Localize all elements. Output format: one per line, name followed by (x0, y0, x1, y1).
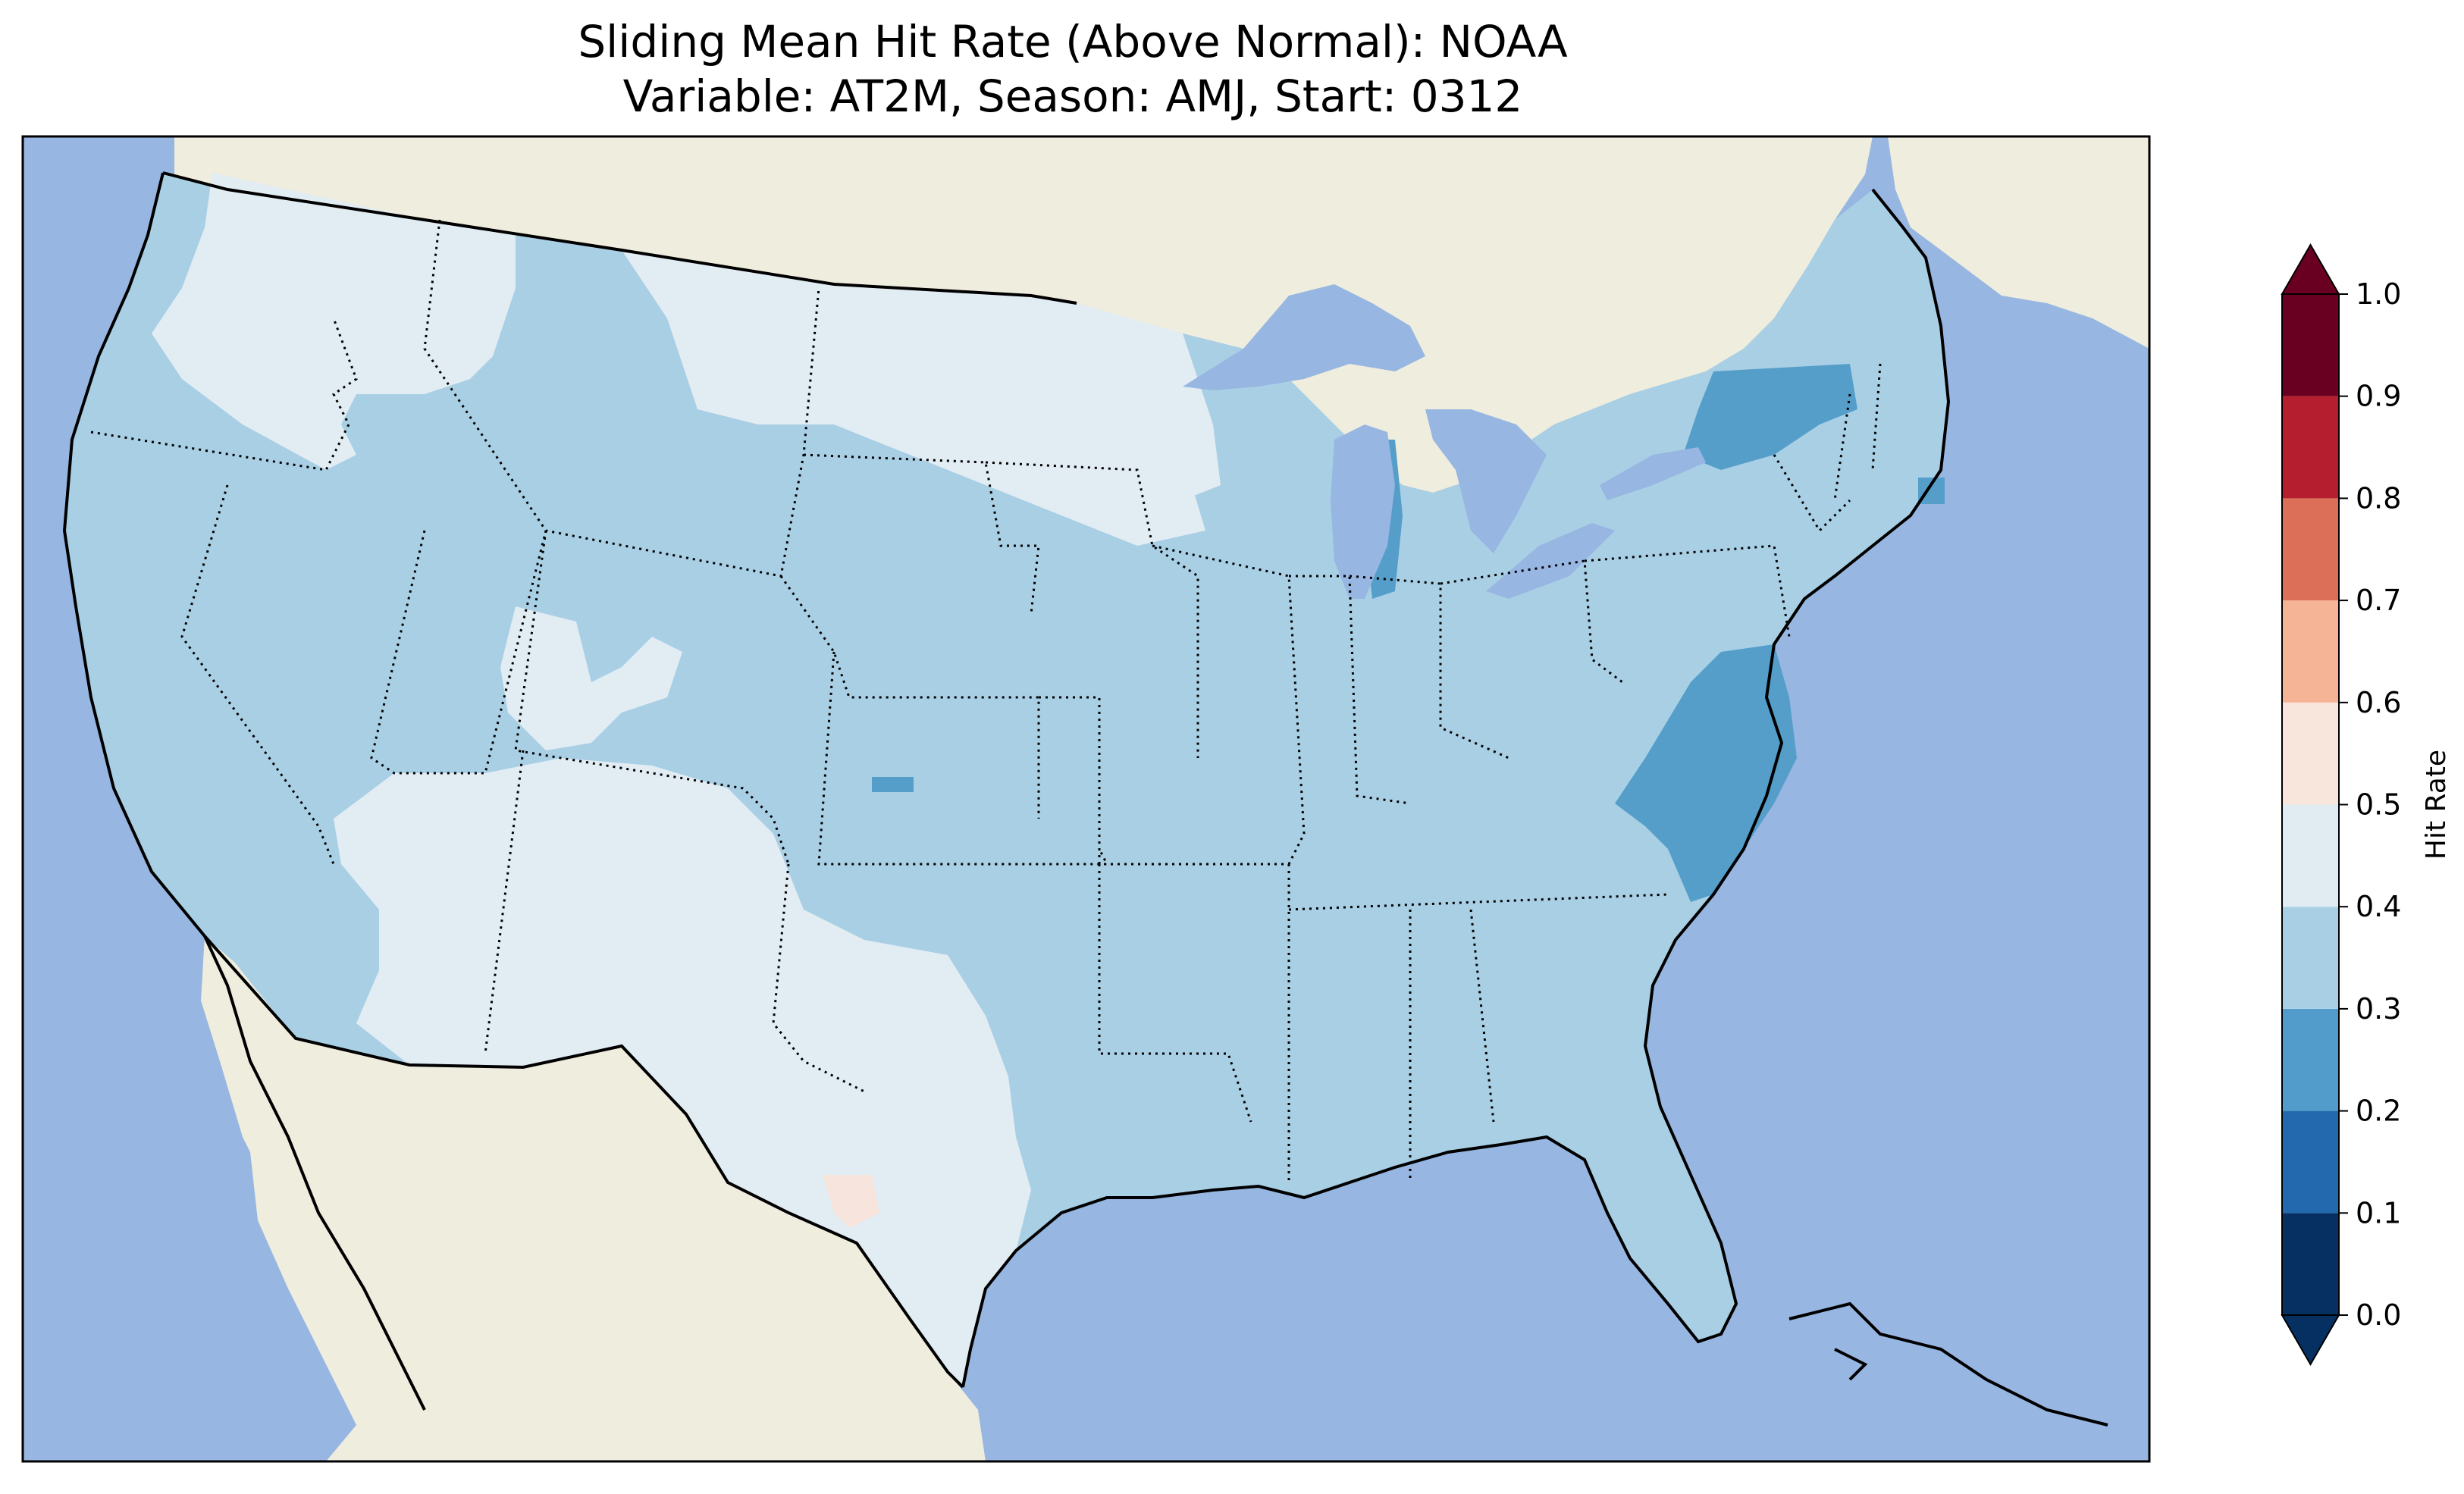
kansas-cell-0-2 (872, 777, 914, 792)
national-borders (162, 171, 1077, 1389)
lake-erie (1486, 523, 1615, 599)
canada-east-land (1888, 136, 2149, 349)
colorbar-tick-label: 0.4 (2356, 890, 2401, 923)
colorbar-bin-6 (2282, 600, 2339, 703)
northeast-region-0-2 (1683, 364, 1857, 470)
lake-superior (1183, 284, 1425, 390)
map-frame (21, 135, 2151, 1463)
minnesota-region-0-4 (1077, 303, 1221, 500)
virginia-region-0-2 (1615, 644, 1797, 902)
colorbar-bin-2 (2282, 1008, 2339, 1111)
map-subtitle: Variable: AT2M, Season: AMJ, Start: 0312 (622, 70, 1523, 122)
lake-michigan (1331, 424, 1395, 599)
northwest-region-0-4 (152, 173, 516, 470)
lake-ontario (1600, 447, 1706, 500)
colorbar-bin-5 (2282, 702, 2339, 805)
colorbar-bin-8 (2282, 396, 2339, 499)
colorbar-extend-max (2281, 243, 2340, 295)
colorbar-tick-label: 0.1 (2356, 1196, 2401, 1229)
colorbar-label: Hit Rate (2421, 750, 2452, 860)
baja-peninsula (201, 936, 425, 1417)
colorbar-tick-label: 0.5 (2356, 788, 2401, 822)
colorbar-bin-4 (2282, 804, 2339, 907)
colorbar-ticks: 0.0 0.1 0.2 0.3 0.4 0.5 0.6 0.7 0.8 0.9 1.0 (2339, 277, 2401, 1332)
colorbar-bin-9 (2282, 294, 2339, 396)
colorbar-bin-0 (2282, 1213, 2339, 1315)
utah-region-0-4 (500, 606, 682, 750)
mexico-land (205, 936, 986, 1461)
map-title: Sliding Mean Hit Rate (Above Normal): NO… (578, 16, 1568, 67)
colorbar-tick-label: 1.0 (2356, 277, 2401, 311)
colorbar-tick-label: 0.9 (2356, 380, 2401, 413)
montana-region-0-4 (622, 250, 1205, 546)
lake-huron (1425, 409, 1547, 553)
colorbar-tick-label: 0.3 (2356, 992, 2401, 1026)
coastlines (62, 172, 2108, 1427)
colorbar-tick-label: 0.8 (2356, 481, 2401, 515)
colorbar-tick-label: 0.6 (2356, 686, 2401, 719)
colorbar-extend-min (2281, 1314, 2340, 1367)
colorbar-tick-label: 0.0 (2356, 1298, 2401, 1332)
southwest-region-0-4 (334, 758, 1031, 1387)
colorbar-bin-7 (2282, 498, 2339, 601)
colorbar-tick-label: 0.7 (2356, 584, 2401, 617)
texas-cell-0-5 (823, 1175, 879, 1228)
colorbar-bins (2282, 294, 2339, 1315)
colorbar-tick-label: 0.2 (2356, 1095, 2401, 1128)
us-region-0-3 (64, 173, 1948, 1387)
colorbar-bin-3 (2282, 907, 2339, 1009)
canada-land (174, 136, 1873, 493)
colorbar-bin-1 (2282, 1110, 2339, 1214)
state-borders (90, 219, 1882, 1182)
